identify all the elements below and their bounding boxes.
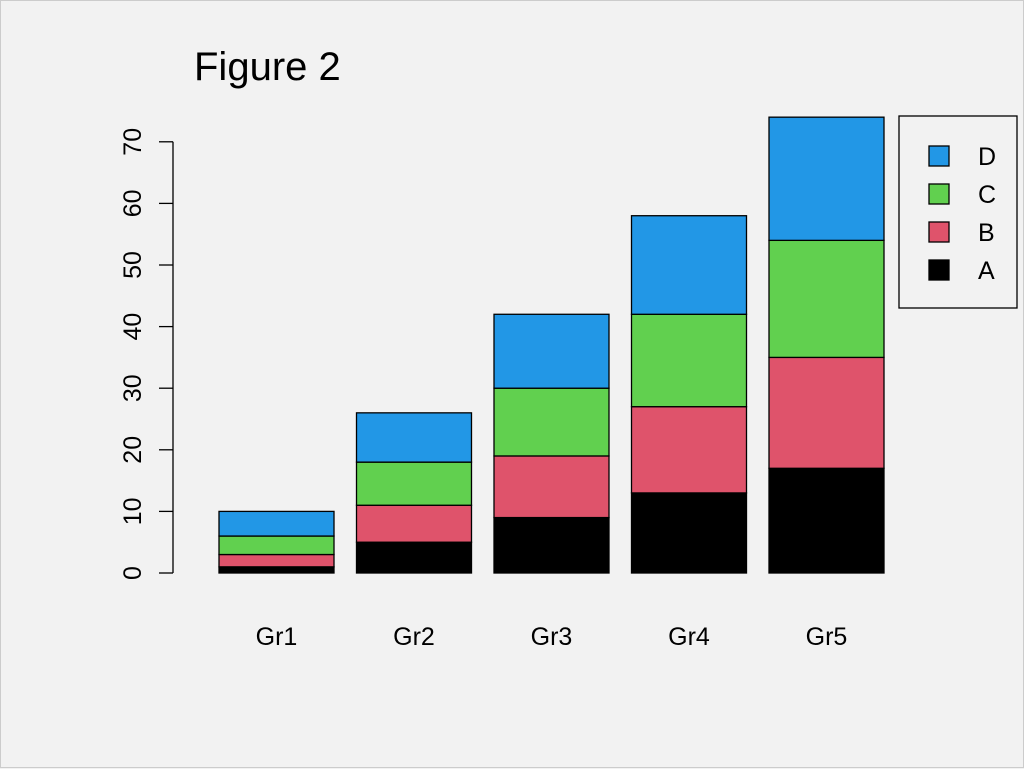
bar-segment-A-Gr5 [768, 467, 885, 574]
bar-segment-A-Gr3 [493, 516, 610, 574]
bar-segment-D-Gr5 [768, 116, 885, 242]
legend-label-A: A [978, 257, 995, 285]
bar-segment-B-Gr5 [768, 356, 885, 469]
bar-segment-D-Gr1 [218, 510, 335, 537]
bar-segment-B-Gr2 [355, 504, 473, 543]
bars [218, 116, 885, 574]
bar-segment-B-Gr1 [218, 553, 335, 568]
legend-swatch-A [928, 259, 950, 281]
x-category-label: Gr5 [806, 623, 848, 651]
y-tick-label: 40 [119, 313, 147, 341]
y-tick-label: 60 [119, 189, 147, 217]
bar-segment-D-Gr2 [355, 412, 473, 463]
bar-segment-B-Gr3 [493, 455, 610, 519]
legend-box [898, 115, 1018, 309]
legend-label-B: B [978, 219, 995, 247]
x-category-label: Gr3 [531, 623, 573, 651]
bar-segment-A-Gr4 [630, 492, 748, 574]
legend-swatch-D [928, 145, 950, 167]
x-category-label: Gr2 [393, 623, 435, 651]
legend-label-C: C [978, 181, 996, 209]
legend-swatch-B [928, 221, 950, 243]
y-tick-label: 70 [119, 128, 147, 156]
y-tick-label: 30 [119, 374, 147, 402]
bar-segment-D-Gr4 [630, 215, 748, 315]
bar-segment-C-Gr1 [218, 535, 335, 556]
bar-segment-A-Gr1 [218, 566, 335, 574]
bar-segment-C-Gr3 [493, 387, 610, 457]
bar-segment-C-Gr4 [630, 313, 748, 408]
y-tick-label: 50 [119, 251, 147, 279]
bar-segment-A-Gr2 [355, 541, 473, 574]
bar-segment-C-Gr2 [355, 461, 473, 506]
bar-segment-D-Gr3 [493, 313, 610, 389]
bar-segment-B-Gr4 [630, 406, 748, 494]
y-tick-label: 10 [119, 497, 147, 525]
y-tick-label: 0 [119, 566, 147, 580]
chart-title: Figure 2 [194, 45, 341, 89]
x-category-label: Gr4 [668, 623, 710, 651]
legend-swatch-C [928, 183, 950, 205]
x-axis-labels: Gr1 Gr2 Gr3 Gr4 Gr5 [256, 623, 848, 651]
x-category-label: Gr1 [256, 623, 298, 651]
legend-label-D: D [978, 143, 996, 171]
bar-segment-C-Gr5 [768, 239, 885, 359]
y-axis: 0 10 20 30 40 50 60 70 [119, 128, 174, 580]
y-tick-label: 20 [119, 436, 147, 464]
